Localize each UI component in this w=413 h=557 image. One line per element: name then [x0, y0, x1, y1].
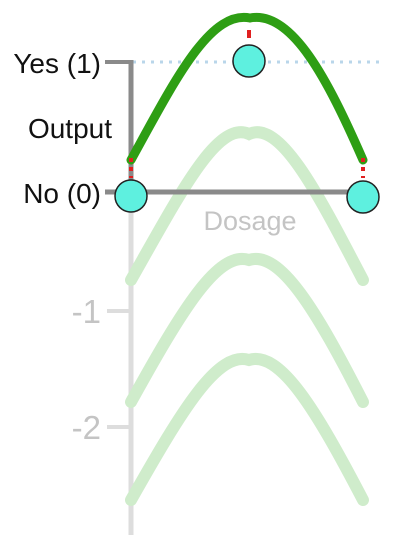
main-output-curve	[126, 12, 368, 165]
y-label-yes: Yes (1)	[13, 48, 101, 79]
x-axis-label: Dosage	[203, 206, 296, 236]
data-point-right	[346, 180, 380, 214]
faded-curve-1	[125, 126, 369, 286]
data-point-middle	[232, 44, 266, 78]
y-axis-title: Output	[28, 113, 112, 144]
tick-label-minus-2: -2	[72, 409, 101, 446]
faded-curve-2	[125, 252, 369, 408]
data-point-left	[114, 179, 148, 213]
tick-label-minus-1: -1	[72, 293, 101, 330]
faded-curve-3	[125, 352, 369, 506]
y-label-no: No (0)	[23, 178, 101, 209]
